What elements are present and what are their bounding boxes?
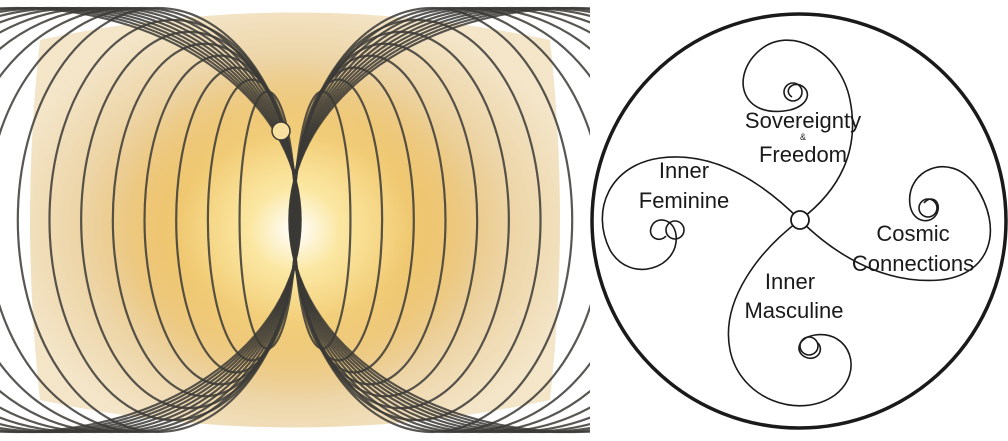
label-inner-masculine-2: Masculine	[744, 298, 843, 323]
spiral-arm-left	[601, 156, 801, 271]
torus-center-node	[271, 121, 291, 141]
spiral-eye-left	[665, 220, 685, 240]
center-node	[790, 210, 810, 230]
spiral-arm-bottom	[727, 219, 852, 407]
spiral-eye-bottom	[799, 336, 819, 356]
label-inner-masculine-1: Inner	[765, 269, 815, 294]
label-connections: Connections	[852, 251, 974, 276]
label-inner-feminine-1: Inner	[659, 158, 709, 183]
spiral-eye-top	[783, 82, 803, 102]
field-lines	[0, 6, 590, 434]
toroidal-field-illustration	[0, 6, 590, 434]
field-line	[0, 6, 302, 434]
spiral-circle-diagram: Sovereignty & Freedom Inner Feminine Cos…	[590, 12, 1008, 430]
label-cosmic: Cosmic	[876, 221, 949, 246]
spiral-arm-right	[799, 166, 992, 282]
label-ampersand: &	[800, 132, 806, 142]
label-inner-feminine-2: Feminine	[639, 188, 729, 213]
label-freedom: Freedom	[759, 142, 847, 167]
spiral-arm-top	[742, 39, 854, 221]
label-sovereignty: Sovereignty	[745, 108, 861, 133]
spiral-eye-right	[918, 198, 938, 218]
field-line	[288, 6, 590, 434]
